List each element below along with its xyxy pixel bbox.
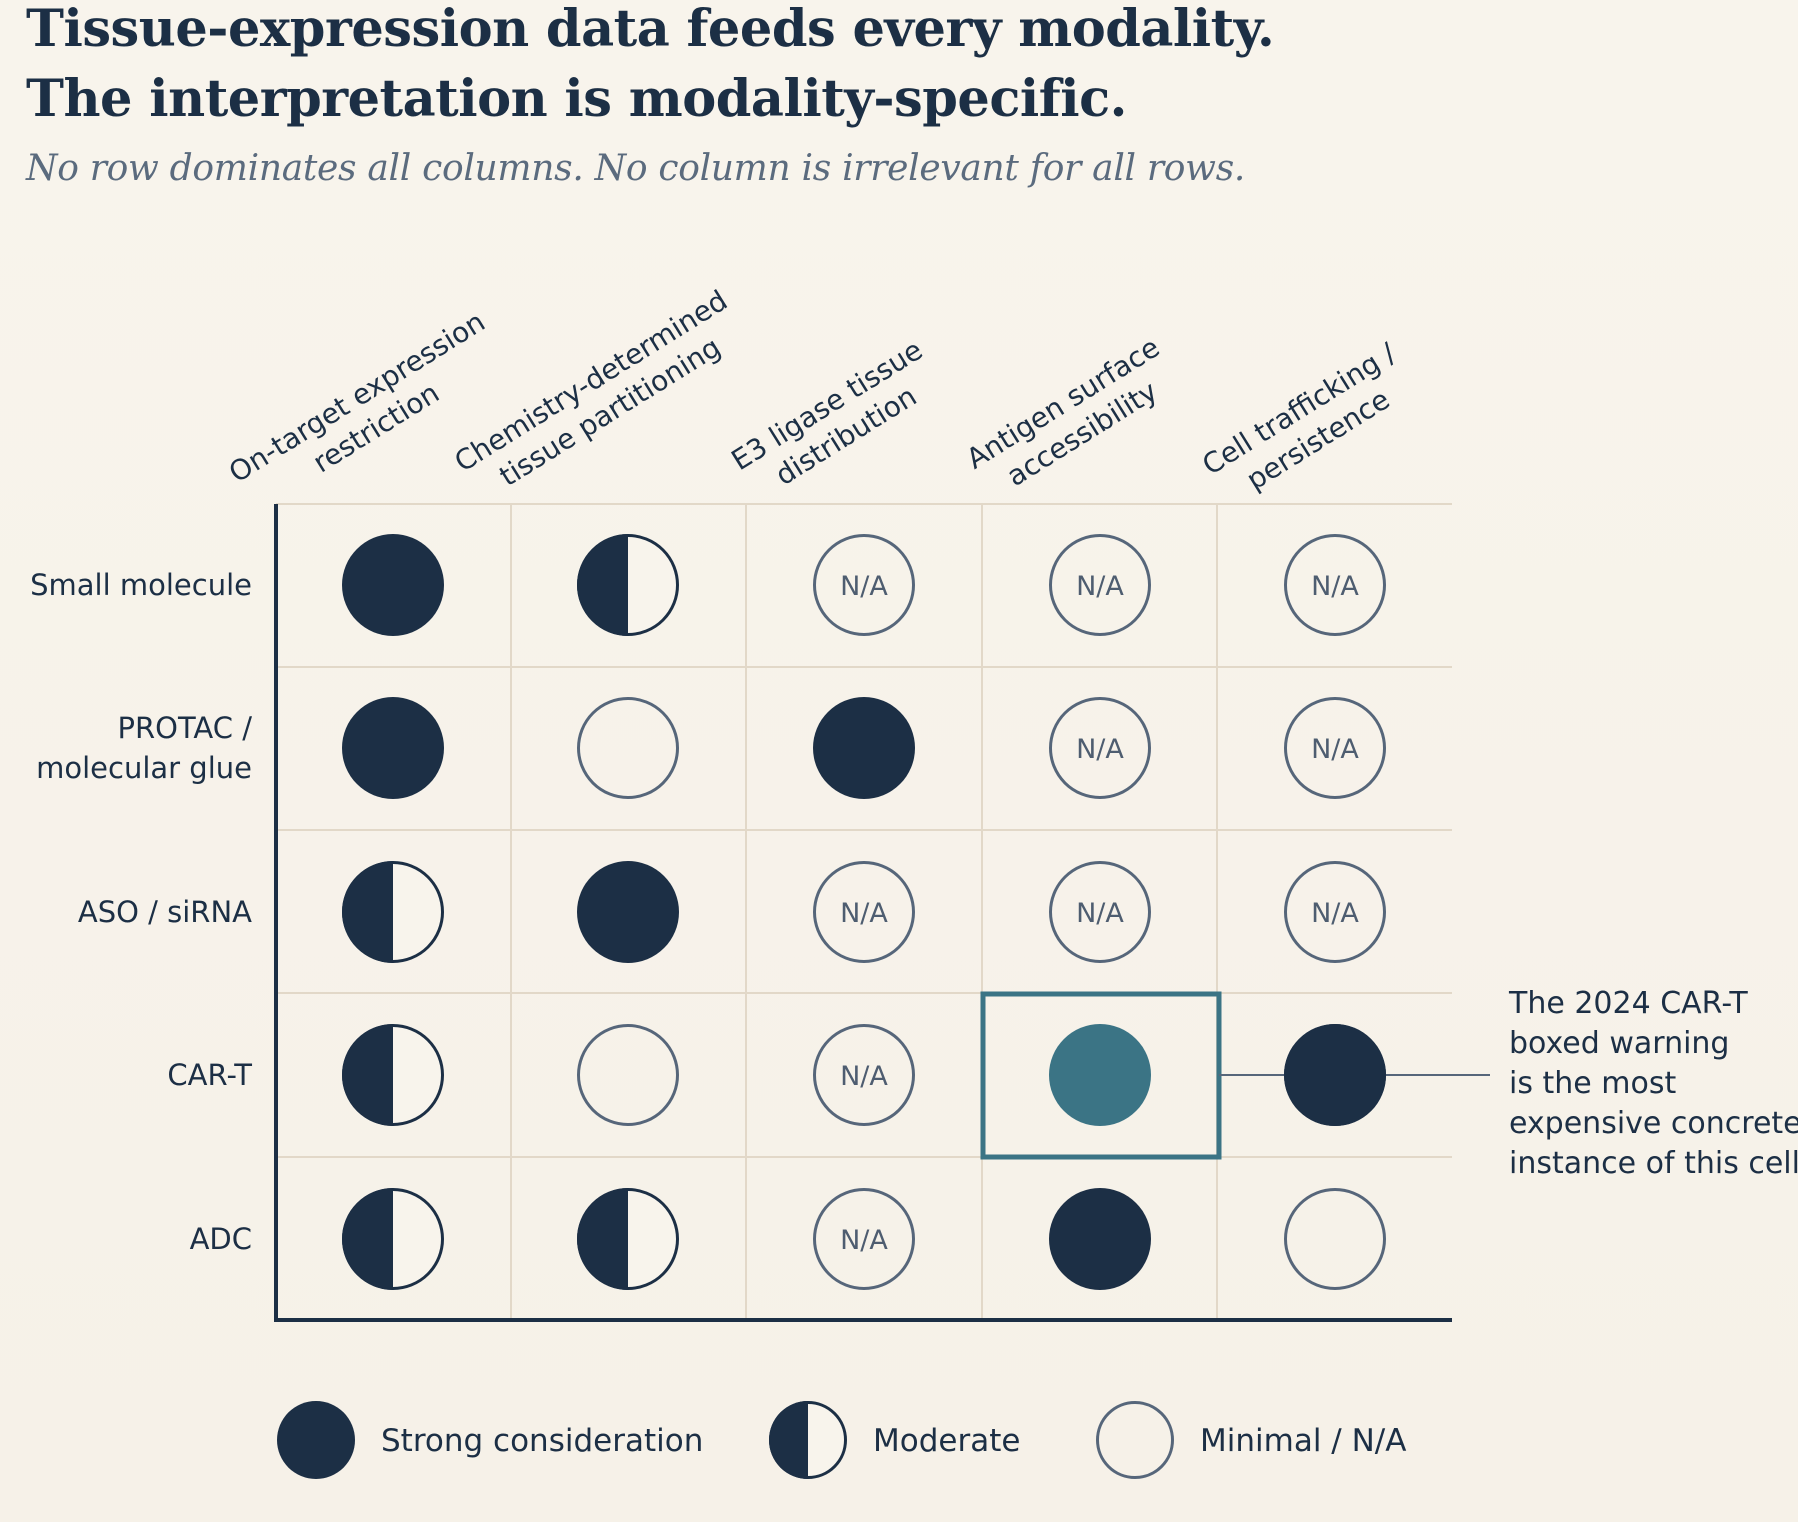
row-header-line: ASO / siRNA bbox=[78, 895, 252, 929]
legend-item-minimal: Minimal / N/A bbox=[1096, 1401, 1406, 1479]
cell-moderate-half bbox=[342, 1188, 393, 1290]
cell-na-ring bbox=[1284, 534, 1386, 636]
trafficking-strong-dot bbox=[1284, 1024, 1386, 1126]
page-subtitle: No row dominates all columns. No column … bbox=[26, 148, 1246, 189]
row-header-line: ADC bbox=[190, 1222, 252, 1256]
cell-strong-dot bbox=[1049, 1188, 1151, 1290]
cell-na-label: N/A bbox=[1076, 734, 1124, 765]
callout-text-line: expensive concrete bbox=[1509, 1106, 1798, 1141]
title-line-2: The interpretation is modality-specific. bbox=[26, 69, 1127, 129]
cell-na-label: N/A bbox=[840, 898, 888, 929]
row-header-line: CAR-T bbox=[167, 1058, 252, 1092]
title-line-1: Tissue-expression data feeds every modal… bbox=[26, 0, 1275, 59]
cell-na-label: N/A bbox=[1076, 571, 1124, 602]
matrix-cell bbox=[577, 1024, 679, 1126]
matrix-cell bbox=[342, 1188, 444, 1290]
legend-minimal-ring bbox=[1096, 1401, 1174, 1479]
matrix-cell: N/A bbox=[813, 861, 915, 963]
matrix-cell bbox=[813, 697, 915, 799]
cell-moderate-half bbox=[342, 861, 393, 963]
cell-na-ring bbox=[1049, 534, 1151, 636]
matrix-cell: N/A bbox=[1284, 697, 1386, 799]
cell-moderate-half bbox=[342, 1024, 393, 1126]
matrix-cell bbox=[342, 861, 444, 963]
matrix-cell bbox=[1284, 1188, 1386, 1290]
cell-minimal-ring bbox=[577, 697, 679, 799]
cell-na-label: N/A bbox=[1311, 571, 1359, 602]
matrix-cell bbox=[577, 697, 679, 799]
matrix-cell bbox=[342, 697, 444, 799]
matrix-cell bbox=[1049, 1188, 1151, 1290]
callout-text-line: boxed warning bbox=[1509, 1026, 1729, 1061]
cell-na-label: N/A bbox=[840, 1061, 888, 1092]
legend-item-strong: Strong consideration bbox=[277, 1401, 703, 1479]
matrix-cell: N/A bbox=[1284, 861, 1386, 963]
matrix-cell: N/A bbox=[1049, 861, 1151, 963]
cell-na-ring bbox=[1284, 861, 1386, 963]
matrix-cell bbox=[1049, 1024, 1151, 1126]
callout-text-line: is the most bbox=[1509, 1066, 1676, 1101]
cell-na-label: N/A bbox=[1311, 898, 1359, 929]
grid-lines bbox=[274, 503, 1452, 1322]
cell-na-ring bbox=[813, 1188, 915, 1290]
matrix-cell: N/A bbox=[813, 534, 915, 636]
cell-moderate-half bbox=[577, 1188, 628, 1290]
cell-strong-dot bbox=[342, 697, 444, 799]
matrix-cell: N/A bbox=[1284, 534, 1386, 636]
row-header-line: Small molecule bbox=[30, 568, 252, 602]
matrix-cell: N/A bbox=[813, 1188, 915, 1290]
matrix-cell bbox=[577, 861, 679, 963]
cell-strong-dot bbox=[577, 861, 679, 963]
legend-label: Moderate bbox=[873, 1423, 1020, 1459]
cell-strong-dot bbox=[813, 697, 915, 799]
title-block: Tissue-expression data feeds every modal… bbox=[26, 0, 1346, 134]
matrix-cell: N/A bbox=[1049, 534, 1151, 636]
matrix-cell bbox=[577, 534, 679, 636]
column-header-line: On-target expression bbox=[223, 305, 491, 489]
cell-na-ring bbox=[1049, 861, 1151, 963]
column-header-line: Chemistry-determined bbox=[449, 284, 734, 479]
cell-highlight-dot bbox=[1049, 1024, 1151, 1126]
matrix-cell bbox=[342, 534, 444, 636]
callout-text-line: instance of this cell. bbox=[1509, 1146, 1798, 1181]
legend-label: Strong consideration bbox=[381, 1423, 703, 1459]
matrix-cell: N/A bbox=[1049, 697, 1151, 799]
legend-moderate-half bbox=[769, 1401, 808, 1479]
matrix-cell bbox=[342, 1024, 444, 1126]
row-header-line: PROTAC / bbox=[118, 711, 253, 745]
cell-na-ring bbox=[1284, 697, 1386, 799]
callout-text-line: The 2024 CAR-T bbox=[1508, 986, 1748, 1021]
row-headers: Small molecule PROTAC / molecular glue ASO … bbox=[30, 568, 252, 1256]
page-title: Tissue-expression data feeds every modal… bbox=[26, 0, 1346, 134]
cell-strong-dot bbox=[342, 534, 444, 636]
legend-label: Minimal / N/A bbox=[1200, 1423, 1406, 1459]
matrix-cell: N/A bbox=[813, 1024, 915, 1126]
callout: The 2024 CAR-T boxed warning is the most ex… bbox=[980, 986, 1798, 1181]
column-header: Cell trafficking /persistence bbox=[1196, 336, 1402, 496]
cell-na-ring bbox=[813, 1024, 915, 1126]
legend-item-moderate: Moderate bbox=[769, 1401, 1020, 1479]
matrix-cells: N/A N/A N/A N/A N/A N/A N/A N/A N/A N/A bbox=[342, 534, 1386, 1290]
legend: Strong consideration Moderate Minimal / N/… bbox=[277, 1401, 1406, 1479]
matrix-cell bbox=[577, 1188, 679, 1290]
cell-minimal-ring bbox=[1284, 1188, 1386, 1290]
cell-na-label: N/A bbox=[1076, 898, 1124, 929]
cell-na-ring bbox=[1049, 697, 1151, 799]
cell-na-label: N/A bbox=[1311, 734, 1359, 765]
cell-na-ring bbox=[813, 534, 915, 636]
cell-na-label: N/A bbox=[840, 1225, 888, 1256]
cell-na-ring bbox=[813, 861, 915, 963]
legend-strong-dot bbox=[277, 1401, 355, 1479]
cell-moderate-half bbox=[577, 534, 628, 636]
cell-minimal-ring bbox=[577, 1024, 679, 1126]
cell-na-label: N/A bbox=[840, 571, 888, 602]
row-header-line: molecular glue bbox=[36, 751, 252, 785]
